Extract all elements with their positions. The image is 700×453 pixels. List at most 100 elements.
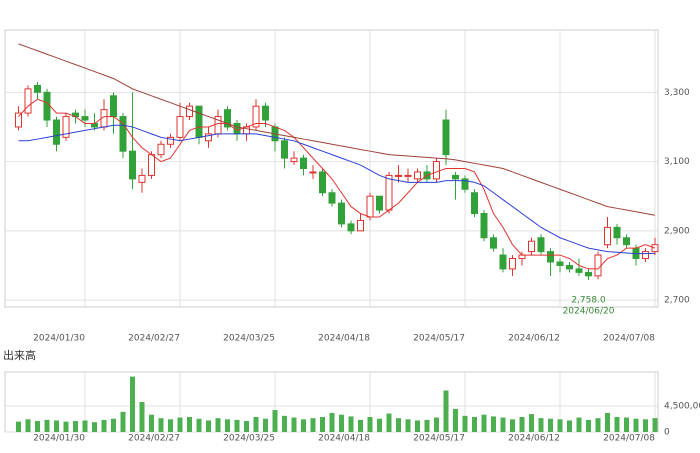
candle-body	[452, 174, 459, 180]
candle-body	[148, 154, 155, 176]
candle-body	[623, 237, 630, 246]
candle-body	[594, 254, 602, 277]
x-tick-label: 2024/01/30	[33, 434, 85, 444]
candle-body	[300, 157, 307, 170]
volume-bar	[491, 416, 496, 432]
candle-body	[471, 192, 478, 215]
candle-body	[575, 268, 583, 273]
x-tick-label: 2024/04/18	[318, 334, 370, 344]
candle-body	[119, 116, 127, 152]
volume-bar	[234, 419, 240, 432]
candle-body	[566, 264, 573, 270]
volume-bar	[595, 418, 601, 432]
volume-bar	[538, 418, 544, 432]
volume-bar	[272, 410, 278, 432]
y-tick-label: 0	[664, 428, 670, 438]
y-tick-label: 3,300	[664, 88, 690, 98]
candle-body	[490, 237, 497, 249]
candle-body	[129, 150, 136, 180]
volume-bar	[424, 419, 430, 432]
candle-body	[24, 88, 32, 114]
x-tick-label: 2024/02/27	[128, 334, 180, 344]
volume-bar	[453, 408, 458, 432]
volume-bar	[633, 418, 639, 432]
volume-bar	[253, 417, 259, 432]
candle-body	[53, 119, 60, 145]
moving-average-line	[18, 124, 656, 255]
candle-body	[34, 84, 41, 93]
candle-body	[224, 109, 231, 128]
volume-bar	[481, 414, 487, 432]
volume-bar	[25, 419, 31, 432]
candle-body	[186, 105, 193, 118]
candle-body	[585, 271, 592, 277]
volume-bar	[548, 418, 553, 432]
volume-bar	[462, 415, 468, 432]
volume-bar	[643, 419, 648, 432]
candle-body	[205, 133, 212, 142]
volume-bar	[35, 421, 40, 432]
x-tick-label: 2024/07/08	[603, 434, 655, 444]
candle-body	[195, 105, 203, 138]
price-frame	[4, 29, 659, 308]
x-tick-label: 2024/02/27	[128, 434, 180, 444]
volume-bar	[16, 421, 21, 432]
candle-body	[651, 244, 659, 253]
volume-bar	[614, 417, 620, 432]
volume-bar	[225, 419, 230, 432]
volume-bar	[396, 418, 401, 432]
volume-bar	[73, 421, 78, 432]
candle-body	[480, 213, 488, 239]
candle-body	[309, 171, 317, 174]
candle-body	[319, 171, 326, 194]
volume-bar	[158, 418, 164, 432]
volume-bar	[652, 418, 658, 432]
volume-bar	[443, 390, 449, 432]
candle-body	[509, 258, 516, 270]
volume-bar	[282, 415, 287, 432]
candle-body	[499, 254, 507, 270]
candle-body	[547, 251, 554, 263]
volume-bar	[310, 418, 316, 432]
candle-body	[385, 174, 393, 211]
y-tick-label: 2,900	[664, 226, 690, 236]
volume-bar	[605, 412, 610, 432]
x-tick-label: 2024/01/30	[33, 334, 85, 344]
candle-body	[91, 122, 98, 128]
x-tick-label: 2024/04/18	[318, 434, 370, 444]
candle-body	[613, 226, 621, 239]
moving-average-line	[18, 43, 656, 216]
volume-bar	[196, 418, 202, 432]
x-tick-label: 2024/06/12	[508, 434, 560, 444]
volume-bar	[576, 417, 582, 432]
candle-body	[395, 174, 402, 177]
volume-bar	[329, 412, 335, 432]
x-tick-label: 2024/06/12	[508, 334, 560, 344]
candle-body	[281, 140, 288, 159]
candle-body	[433, 161, 440, 180]
candle-body	[442, 119, 450, 156]
candle-body	[461, 178, 469, 190]
x-tick-label: 2024/05/17	[413, 434, 465, 444]
volume-bar	[624, 417, 629, 432]
volume-bar	[519, 417, 525, 432]
candle-body	[537, 237, 545, 253]
volume-bar	[415, 420, 420, 432]
y-tick-label: 2,700	[664, 296, 690, 306]
candle-body	[528, 240, 535, 253]
volume-bar	[348, 416, 354, 432]
candle-body	[62, 116, 70, 138]
volume-bar	[54, 420, 59, 432]
candle-body	[43, 91, 51, 121]
volume-bar	[263, 418, 268, 432]
candle-body	[366, 195, 374, 218]
candle-body	[290, 157, 298, 163]
volume-bar	[244, 421, 249, 432]
candle-body	[138, 174, 146, 183]
volume-bar	[206, 420, 211, 432]
candle-body	[357, 219, 364, 232]
low-annotation-value: 2,758.0	[571, 295, 606, 305]
volume-bar	[44, 419, 50, 432]
candle-body	[328, 192, 336, 204]
volume-bar	[377, 418, 382, 432]
